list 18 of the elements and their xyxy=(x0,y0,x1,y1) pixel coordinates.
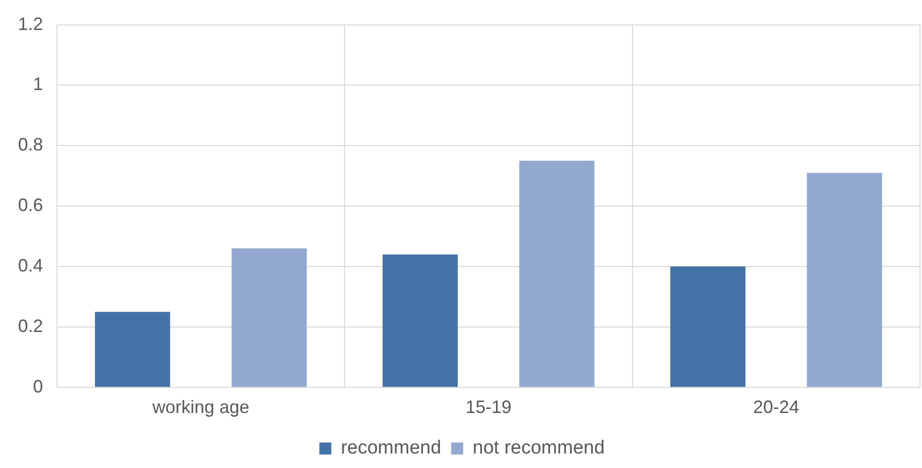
legend-label: not recommend xyxy=(472,438,605,459)
y-tick-label: 1 xyxy=(33,74,44,94)
bar xyxy=(232,248,307,387)
bar xyxy=(670,266,746,387)
y-tick-label: 0.4 xyxy=(18,256,44,276)
y-tick-label: 0.2 xyxy=(18,316,44,336)
bar xyxy=(94,312,170,387)
legend-label: recommend xyxy=(340,438,442,459)
y-tick-label: 0.8 xyxy=(18,134,44,155)
bar xyxy=(519,160,594,387)
y-tick-label: 0 xyxy=(33,376,44,396)
y-tick-label: 0.6 xyxy=(18,195,44,216)
y-tick-label: 1.2 xyxy=(18,14,44,34)
x-tick-label: 15-19 xyxy=(465,397,512,418)
bar xyxy=(806,172,882,387)
x-tick-label: 20-24 xyxy=(753,397,800,418)
x-tick-label: working age xyxy=(151,397,250,418)
bar xyxy=(382,254,458,387)
